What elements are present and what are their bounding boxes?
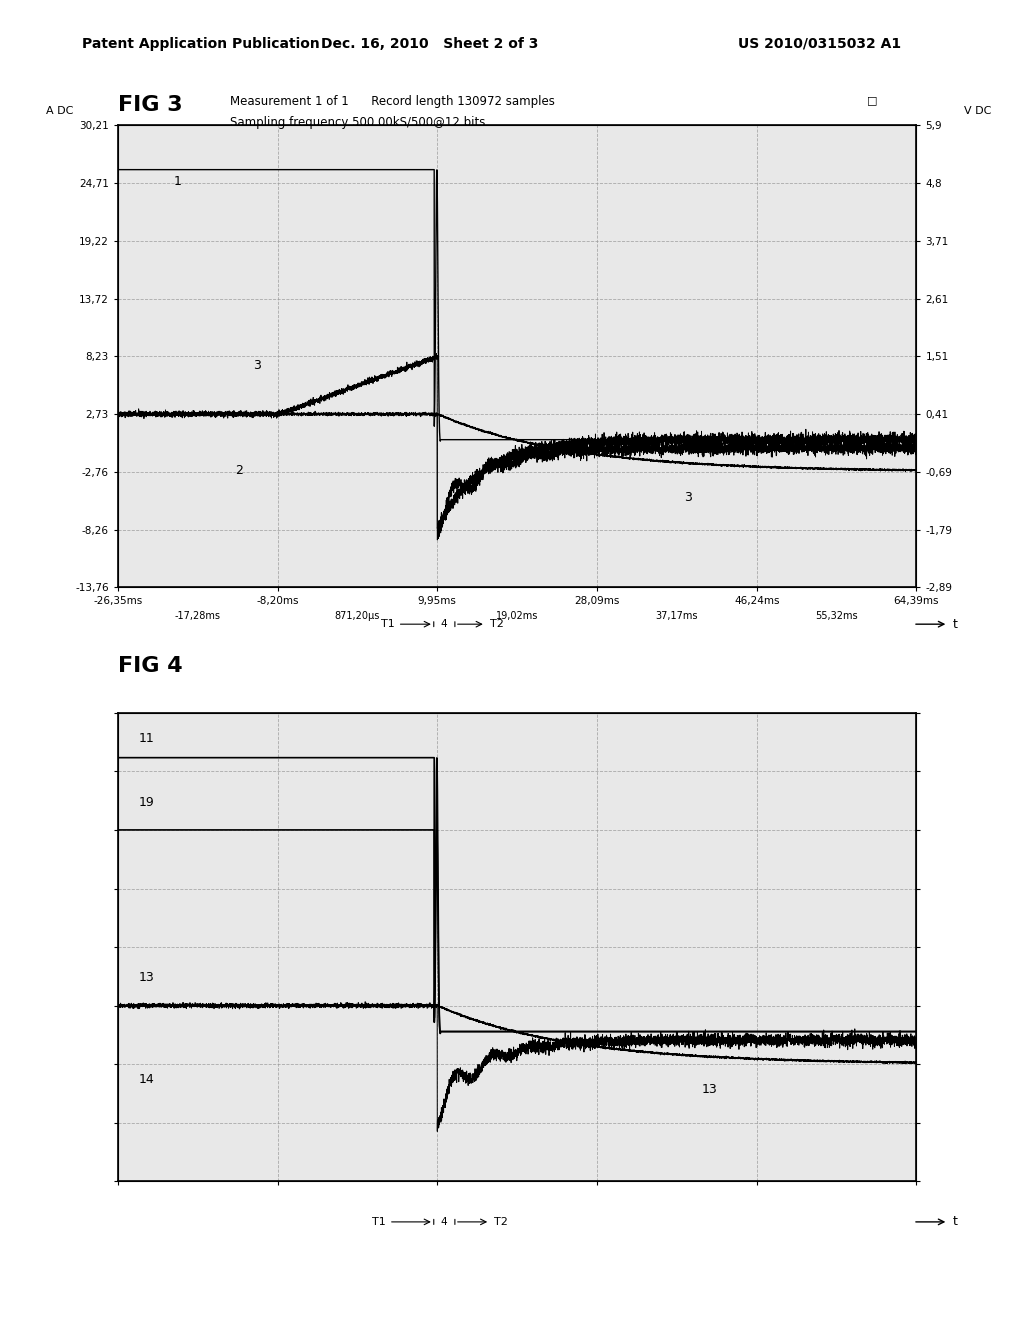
- Text: 871,20µs: 871,20µs: [335, 611, 380, 620]
- Text: V DC: V DC: [965, 106, 992, 116]
- Text: 4: 4: [440, 619, 446, 630]
- Text: 4: 4: [440, 1217, 446, 1226]
- Text: -17,28ms: -17,28ms: [175, 611, 220, 620]
- Text: 14: 14: [138, 1073, 155, 1086]
- Text: Dec. 16, 2010   Sheet 2 of 3: Dec. 16, 2010 Sheet 2 of 3: [322, 37, 539, 51]
- Text: Sampling frequency 500.00kS/500@12 bits: Sampling frequency 500.00kS/500@12 bits: [230, 116, 485, 129]
- Text: 3: 3: [253, 359, 261, 372]
- Text: 13: 13: [701, 1084, 718, 1097]
- Text: FIG 3: FIG 3: [118, 95, 182, 115]
- Text: T2: T2: [490, 619, 504, 630]
- Text: 1: 1: [174, 176, 181, 189]
- Text: T2: T2: [495, 1217, 508, 1226]
- Text: 2: 2: [236, 465, 243, 478]
- Text: A DC: A DC: [46, 106, 74, 116]
- Text: 37,17ms: 37,17ms: [655, 611, 698, 620]
- Text: 55,32ms: 55,32ms: [815, 611, 858, 620]
- Text: Patent Application Publication: Patent Application Publication: [82, 37, 319, 51]
- Text: 11: 11: [138, 731, 155, 744]
- Text: 19: 19: [138, 796, 155, 809]
- Text: T1: T1: [381, 619, 395, 630]
- Text: t: t: [952, 618, 957, 631]
- Text: Measurement 1 of 1      Record length 130972 samples: Measurement 1 of 1 Record length 130972 …: [230, 95, 555, 108]
- Text: 13: 13: [138, 972, 155, 985]
- Text: □: □: [867, 95, 878, 106]
- Text: t: t: [952, 1216, 957, 1229]
- Text: 3: 3: [684, 491, 692, 504]
- Text: FIG 4: FIG 4: [118, 656, 182, 676]
- Text: T1: T1: [373, 1217, 386, 1226]
- Text: US 2010/0315032 A1: US 2010/0315032 A1: [738, 37, 901, 51]
- Text: 19,02ms: 19,02ms: [496, 611, 539, 620]
